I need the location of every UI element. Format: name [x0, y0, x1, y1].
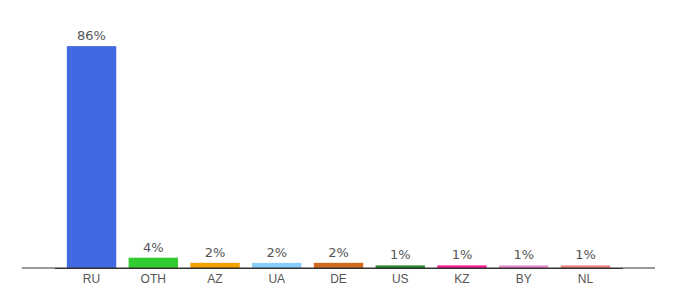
x-tick-label: OTH [141, 272, 166, 286]
data-label: 2% [205, 245, 226, 260]
bar [252, 263, 301, 268]
x-axis-line [55, 268, 623, 269]
x-tick-label: US [392, 272, 409, 286]
data-label: 1% [452, 247, 473, 262]
bar [190, 263, 239, 268]
data-label: 86% [77, 28, 106, 43]
x-tick: NL [578, 268, 594, 286]
bar [314, 263, 363, 268]
x-tick: UA [268, 268, 285, 286]
data-label: 4% [143, 240, 164, 255]
x-tick: OTH [141, 268, 166, 286]
x-tick-label: DE [330, 272, 347, 286]
x-tick-label: KZ [454, 272, 469, 286]
x-tick: KZ [454, 268, 469, 286]
data-label: 1% [390, 247, 411, 262]
x-tick-label: AZ [207, 272, 222, 286]
data-label: 1% [575, 247, 596, 262]
bars [67, 46, 610, 268]
x-tick: AZ [207, 268, 222, 286]
data-label: 2% [328, 245, 349, 260]
x-axis: RU OTH AZ UA DE US KZ BY NL [55, 268, 623, 286]
x-tick: RU [83, 268, 100, 286]
x-tick-label: RU [83, 272, 100, 286]
x-tick-label: UA [268, 272, 285, 286]
chart: RU OTH AZ UA DE US KZ BY NL 86% 4% 2% 2% 2% 1% 1% 1% 1% [0, 0, 680, 300]
data-label: 1% [513, 247, 534, 262]
bar [129, 258, 178, 268]
baseline [22, 268, 655, 269]
data-label: 2% [266, 245, 287, 260]
x-tick-label: NL [578, 272, 594, 286]
data-labels: 86% 4% 2% 2% 2% 1% 1% 1% 1% [77, 28, 596, 262]
x-tick-label: BY [516, 272, 532, 286]
x-tick: DE [330, 268, 347, 286]
x-tick: BY [516, 268, 532, 286]
x-tick: US [392, 268, 409, 286]
bar [67, 46, 116, 268]
